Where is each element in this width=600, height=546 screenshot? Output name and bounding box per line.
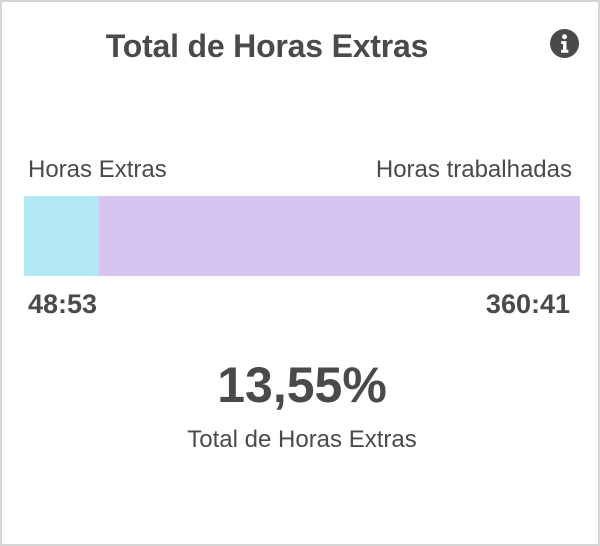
- overtime-percentage: 13,55%: [217, 357, 387, 413]
- card-title: Total de Horas Extras: [105, 28, 429, 64]
- overtime-progress-bar: [24, 196, 580, 276]
- overtime-value: 48:53: [28, 289, 98, 319]
- overtime-label: Horas Extras: [28, 156, 167, 183]
- percentage-caption: Total de Horas Extras: [187, 426, 417, 453]
- worked-hours-value: 360:41: [485, 289, 570, 319]
- worked-hours-label: Horas trabalhadas: [375, 156, 572, 183]
- info-icon[interactable]: [549, 28, 580, 59]
- overtime-bar-fill: [24, 196, 100, 276]
